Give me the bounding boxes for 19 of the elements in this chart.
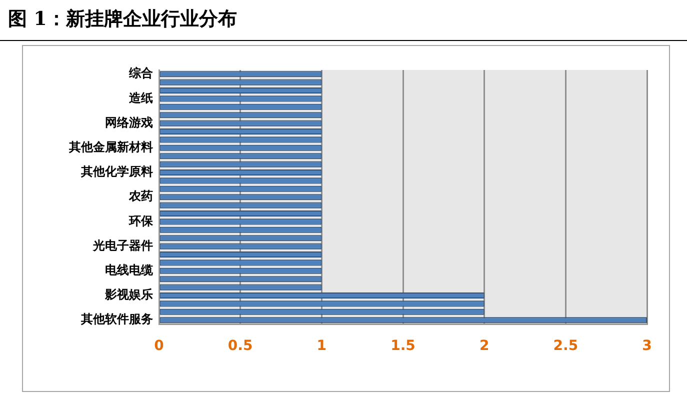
y-tick-label: 电线电缆 — [105, 263, 154, 278]
x-tick-label: 0.5 — [228, 338, 253, 354]
y-tick-label: 影视娱乐 — [104, 288, 153, 302]
x-tick-label: 2 — [479, 338, 490, 354]
y-tick-label: 农药 — [128, 189, 153, 204]
chart-title: 图 1：新挂牌企业行业分布 — [8, 7, 237, 31]
x-tick-label: 1 — [316, 338, 327, 354]
y-tick-label: 造纸 — [128, 90, 153, 105]
x-tick-label: 2.5 — [553, 338, 578, 354]
y-tick-label: 环保 — [128, 214, 154, 228]
x-tick-label: 1.5 — [390, 338, 416, 354]
x-tick-label: 3 — [642, 338, 652, 354]
y-tick-label: 综合 — [128, 66, 154, 80]
y-tick-label: 其他化学原料 — [80, 164, 153, 179]
y-tick-label: 其他软件服务 — [80, 312, 153, 326]
y-tick-label: 网络游戏 — [105, 115, 153, 130]
y-tick-label: 光电子器件 — [92, 238, 153, 252]
x-tick-label: 0 — [154, 338, 164, 354]
y-tick-label: 其他金属新材料 — [68, 140, 153, 154]
